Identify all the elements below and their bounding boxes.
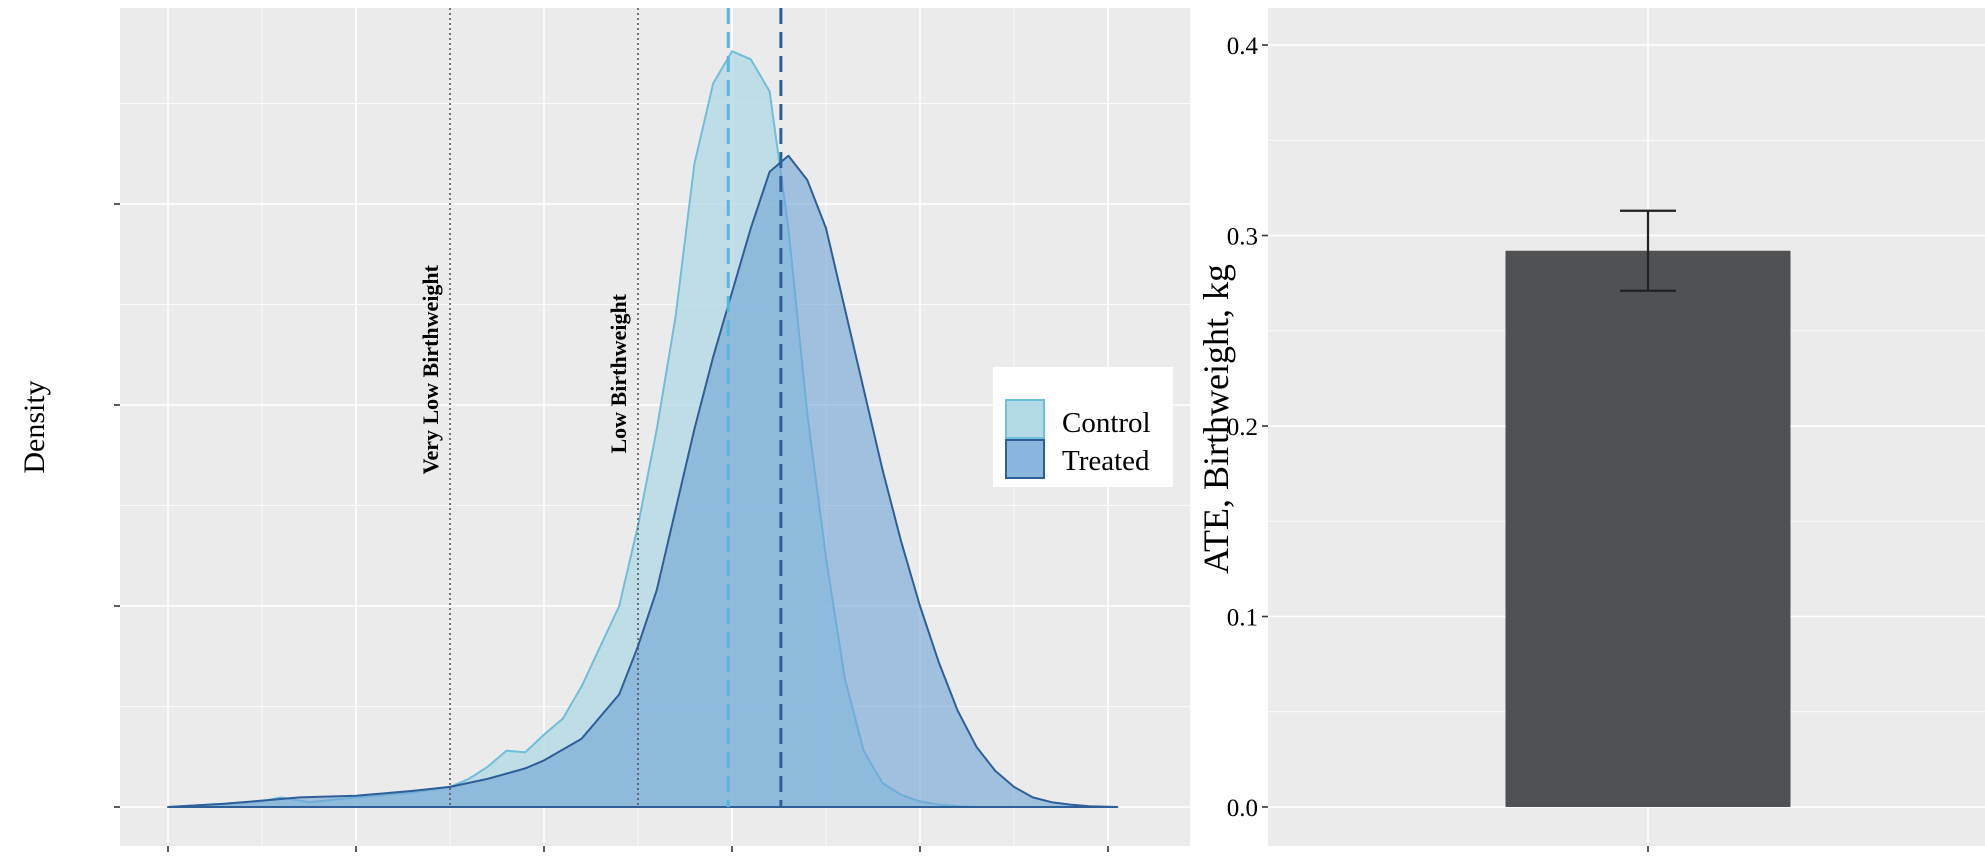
bar-y-tick-label: 0.1 <box>1227 605 1258 632</box>
reference-line-label-1: Low Birthweight <box>606 293 631 453</box>
bar-axis-ticks: 0.0 0.1 0.2 0.3 0.4 <box>1227 33 1649 852</box>
bar-y-axis-label: ATE, Birthweight, kg <box>1196 264 1236 574</box>
density-area-treated <box>167 154 1119 808</box>
density-axis-ticks <box>114 203 1109 852</box>
ate-bar <box>1505 250 1791 808</box>
bar-y-tick-label: 0.3 <box>1227 224 1258 251</box>
legend-key-control <box>1005 399 1045 439</box>
reference-line-label-0: Very Low Birthweight <box>418 264 443 474</box>
legend-label-treated: Treated <box>1062 445 1150 477</box>
bar-marks <box>1505 209 1791 808</box>
bar-y-tick-label: 0.2 <box>1227 414 1258 441</box>
density-mean-lines <box>726 8 783 807</box>
density-chart: Very Low Birthweight Low Birthweight Dens… <box>18 8 1190 852</box>
legend-label-control: Control <box>1062 407 1151 439</box>
density-y-axis-label: Density <box>18 380 51 473</box>
legend-key-treated <box>1005 439 1045 479</box>
density-areas <box>167 50 1119 808</box>
density-reference-lines: Very Low Birthweight Low Birthweight <box>418 8 639 807</box>
ate-bar-chart: 0.0 0.1 0.2 0.3 0.4 ATE, Birthweight, kg <box>1196 8 1985 852</box>
density-legend: Control Treated <box>993 367 1173 487</box>
bar-y-tick-label: 0.0 <box>1227 795 1258 822</box>
bar-y-tick-label: 0.4 <box>1227 33 1259 60</box>
